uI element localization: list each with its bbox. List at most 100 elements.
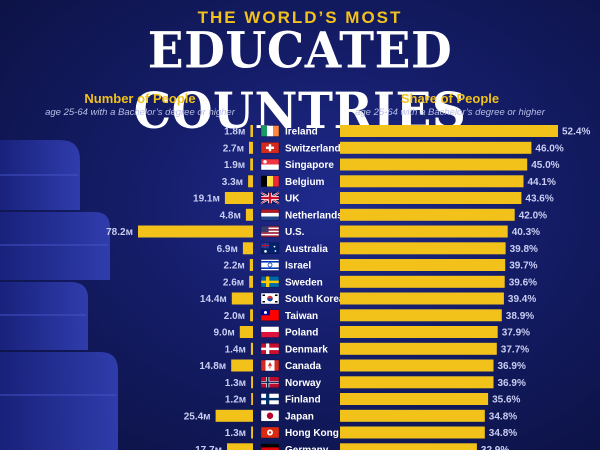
switzerland-flag-icon [260, 142, 280, 154]
left-value-label: 1.4м [225, 344, 246, 355]
table-row: 9.0м Poland 37.9% [213, 326, 530, 339]
table-row: 2.7м Switzerland 46.0% [223, 141, 564, 154]
table-row: 78.2м U.S. 40.3% [106, 225, 540, 238]
left-value-label: 1.8м [224, 127, 245, 138]
right-value-label: 38.9% [506, 311, 534, 322]
left-bar [249, 275, 253, 288]
right-value-label: 52.4% [562, 127, 590, 138]
left-bar [239, 326, 253, 338]
left-bar [224, 192, 253, 204]
left-column-title: Number of People [84, 91, 196, 106]
left-value-label: 4.8м [220, 210, 241, 221]
left-value-label: 2.6м [223, 277, 244, 288]
left-value-label: 2.2м [223, 261, 244, 272]
denmark-flag-icon [260, 343, 280, 355]
right-bar [340, 158, 528, 171]
table-row: 1.9м Singapore 45.0% [224, 158, 560, 171]
table-row: 1.8м Ireland 52.4% [224, 125, 590, 138]
right-bar [340, 275, 505, 288]
right-column-subtitle: age 25-64 with a Bachelor’s degree or hi… [355, 107, 545, 118]
left-value-label: 1.3м [225, 428, 246, 439]
left-value-label: 1.2м [225, 395, 246, 406]
left-value-label: 14.8м [199, 361, 226, 372]
left-bar [227, 443, 253, 450]
country-label: Denmark [285, 344, 328, 355]
right-value-label: 39.7% [509, 261, 537, 272]
table-row: 1.3м Norway 36.9% [225, 376, 526, 389]
sweden-flag-icon [260, 276, 280, 288]
right-value-label: 37.7% [501, 344, 529, 355]
singapore-flag-icon [260, 158, 280, 171]
table-row: 1.3м Hong Kong 34.8% [225, 426, 517, 439]
table-row: 1.4м Denmark 37.7% [225, 342, 529, 355]
ireland-flag-icon [260, 125, 280, 137]
left-bar [245, 208, 253, 221]
table-row: 19.1м UK 43.6% [193, 191, 554, 205]
table-row: 2.6м Sweden 39.6% [223, 275, 537, 288]
left-value-label: 1.3м [225, 378, 246, 389]
japan-flag-icon [260, 410, 280, 422]
left-bar [215, 409, 253, 422]
country-label: Hong Kong [285, 428, 339, 439]
country-label: U.S. [285, 227, 305, 238]
right-value-label: 39.4% [508, 294, 536, 305]
left-value-label: 25.4м [184, 411, 211, 422]
norway-flag-icon [260, 376, 280, 388]
country-label: Germany [285, 445, 329, 450]
left-value-label: 14.4м [200, 294, 227, 305]
right-bar [340, 376, 494, 389]
left-bar [251, 376, 253, 389]
right-value-label: 43.6% [525, 194, 553, 205]
right-value-label: 37.9% [502, 328, 530, 339]
right-bar [340, 359, 494, 372]
left-bar [250, 158, 253, 171]
right-bar [340, 409, 485, 422]
table-row: 1.2м Finland 35.6% [225, 393, 521, 406]
right-bar [340, 175, 524, 188]
country-label: Australia [285, 244, 328, 255]
uk-flag-icon [260, 191, 280, 205]
right-bar [340, 393, 489, 405]
taiwan-flag-icon [260, 309, 280, 321]
right-value-label: 39.8% [510, 244, 538, 255]
left-value-label: 6.9м [217, 244, 238, 255]
right-bar [340, 208, 515, 221]
country-label: Finland [285, 395, 321, 406]
right-bar [340, 259, 506, 271]
right-value-label: 42.0% [519, 210, 547, 221]
left-value-label: 1.9м [224, 160, 245, 171]
right-bar [340, 443, 477, 450]
left-value-label: 3.3м [222, 177, 243, 188]
table-row: 4.8м Netherlands 42.0% [220, 208, 547, 221]
country-label: Norway [285, 378, 322, 389]
left-bar [250, 342, 253, 355]
table-row: 14.8м Canada 36.9% [199, 359, 526, 372]
right-bar [340, 342, 497, 355]
right-value-label: 36.9% [498, 378, 526, 389]
left-bar [251, 393, 253, 405]
right-value-label: 40.3% [512, 227, 540, 238]
left-value-label: 2.7м [223, 143, 244, 154]
country-label: Singapore [285, 160, 334, 171]
left-bar [231, 359, 253, 372]
country-label: Switzerland [285, 143, 341, 154]
left-value-label: 19.1м [193, 194, 220, 205]
finland-flag-icon [260, 393, 280, 405]
left-bar [249, 259, 253, 271]
right-bar [340, 125, 558, 137]
israel-flag-icon [260, 259, 280, 271]
australia-flag-icon [260, 242, 280, 254]
right-value-label: 36.9% [498, 361, 526, 372]
left-bar [242, 242, 253, 255]
right-bar [340, 141, 532, 154]
right-value-label: 44.1% [528, 177, 556, 188]
right-value-label: 39.6% [509, 277, 537, 288]
netherlands-flag-icon [260, 209, 280, 221]
right-bar [340, 292, 504, 305]
country-label: UK [285, 194, 300, 205]
right-value-label: 45.0% [531, 160, 559, 171]
left-value-label: 78.2м [106, 227, 133, 238]
country-label: Netherlands [285, 210, 343, 221]
left-column-subtitle: age 25-64 with a Bachelor’s degree or hi… [45, 107, 235, 118]
